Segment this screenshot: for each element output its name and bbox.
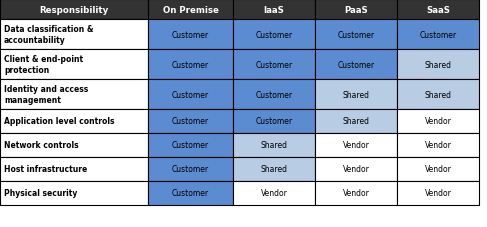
- Text: Customer: Customer: [172, 60, 209, 69]
- Text: Shared: Shared: [342, 90, 370, 99]
- Text: Customer: Customer: [256, 30, 293, 39]
- Text: Vendor: Vendor: [261, 189, 287, 198]
- Bar: [233, 20, 315, 50]
- Text: Customer: Customer: [172, 189, 209, 198]
- Text: Shared: Shared: [425, 60, 451, 69]
- Bar: [315, 157, 397, 181]
- Text: Vendor: Vendor: [342, 141, 370, 150]
- Bar: [0, 109, 148, 133]
- Bar: [0, 20, 148, 50]
- Text: Client & end-point
protection: Client & end-point protection: [4, 55, 83, 74]
- Bar: [233, 109, 315, 133]
- Text: Responsibility: Responsibility: [39, 5, 109, 15]
- Bar: [0, 50, 148, 80]
- Text: On Premise: On Premise: [163, 5, 219, 15]
- Text: Shared: Shared: [342, 117, 370, 126]
- Text: IaaS: IaaS: [263, 5, 284, 15]
- Text: Customer: Customer: [172, 30, 209, 39]
- Bar: [397, 109, 479, 133]
- Bar: [315, 80, 397, 109]
- Text: Vendor: Vendor: [342, 165, 370, 174]
- Text: Host infrastructure: Host infrastructure: [4, 165, 87, 174]
- Text: Vendor: Vendor: [425, 117, 451, 126]
- Text: Data classification &
accountability: Data classification & accountability: [4, 25, 94, 44]
- Bar: [233, 133, 315, 157]
- Bar: [315, 0, 397, 20]
- Text: Shared: Shared: [425, 90, 451, 99]
- Text: Network controls: Network controls: [4, 141, 78, 150]
- Text: Vendor: Vendor: [425, 141, 451, 150]
- Text: Customer: Customer: [172, 165, 209, 174]
- Bar: [315, 109, 397, 133]
- Text: Customer: Customer: [256, 90, 293, 99]
- Bar: [233, 181, 315, 205]
- Text: Shared: Shared: [261, 141, 287, 150]
- Text: Physical security: Physical security: [4, 189, 77, 198]
- Bar: [397, 50, 479, 80]
- Bar: [0, 157, 148, 181]
- Bar: [0, 0, 148, 20]
- Bar: [233, 50, 315, 80]
- Bar: [148, 20, 233, 50]
- Bar: [148, 133, 233, 157]
- Text: Vendor: Vendor: [425, 189, 451, 198]
- Bar: [233, 157, 315, 181]
- Bar: [148, 80, 233, 109]
- Text: Customer: Customer: [172, 90, 209, 99]
- Text: Customer: Customer: [172, 117, 209, 126]
- Bar: [233, 0, 315, 20]
- Bar: [397, 20, 479, 50]
- Bar: [315, 133, 397, 157]
- Bar: [315, 181, 397, 205]
- Bar: [0, 181, 148, 205]
- Text: Vendor: Vendor: [425, 165, 451, 174]
- Text: Customer: Customer: [256, 60, 293, 69]
- Bar: [0, 133, 148, 157]
- Text: Customer: Customer: [337, 60, 375, 69]
- Bar: [148, 109, 233, 133]
- Bar: [148, 50, 233, 80]
- Bar: [397, 133, 479, 157]
- Bar: [397, 80, 479, 109]
- Bar: [397, 157, 479, 181]
- Bar: [315, 50, 397, 80]
- Bar: [233, 80, 315, 109]
- Text: Shared: Shared: [261, 165, 287, 174]
- Bar: [0, 80, 148, 109]
- Text: SaaS: SaaS: [426, 5, 450, 15]
- Bar: [148, 0, 233, 20]
- Text: Vendor: Vendor: [342, 189, 370, 198]
- Bar: [148, 157, 233, 181]
- Bar: [148, 181, 233, 205]
- Text: Customer: Customer: [419, 30, 457, 39]
- Text: Identity and access
management: Identity and access management: [4, 85, 88, 104]
- Text: Customer: Customer: [256, 117, 293, 126]
- Bar: [397, 181, 479, 205]
- Text: PaaS: PaaS: [344, 5, 368, 15]
- Text: Customer: Customer: [337, 30, 375, 39]
- Bar: [315, 20, 397, 50]
- Bar: [397, 0, 479, 20]
- Text: Application level controls: Application level controls: [4, 117, 114, 126]
- Text: Customer: Customer: [172, 141, 209, 150]
